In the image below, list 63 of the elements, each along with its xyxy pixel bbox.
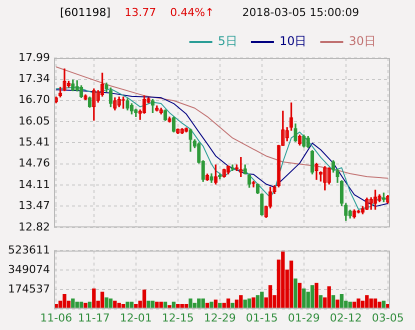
bar <box>252 297 256 309</box>
bar <box>382 300 386 309</box>
legend-label: 30日 <box>348 34 376 48</box>
bar <box>126 302 130 309</box>
bar <box>365 295 369 309</box>
y-tick-label: 16.70 <box>18 93 50 106</box>
bar <box>340 294 344 309</box>
text: 13.77 <box>124 6 156 19</box>
y-tick-label: 17.99 <box>18 50 50 64</box>
bar <box>314 282 318 309</box>
y-tick-label: 13.47 <box>18 198 50 212</box>
bar <box>378 302 382 309</box>
bar <box>188 298 192 309</box>
y-tick-label: 14.76 <box>18 156 50 170</box>
bar <box>150 300 155 309</box>
x-tick-label: 01-15 <box>246 311 278 324</box>
y-tick-label: 16.05 <box>18 114 50 128</box>
bar <box>294 278 298 309</box>
bar <box>239 295 243 309</box>
bar <box>298 282 302 309</box>
text: 2018-03-05 15:00:09 <box>242 6 360 19</box>
bar <box>146 300 150 309</box>
y-tick-label: 14.11 <box>18 178 50 191</box>
bar <box>356 298 360 309</box>
bar <box>168 305 172 309</box>
y-tick-label: 174537 <box>8 282 50 296</box>
text: 0.44%↑ <box>170 6 214 19</box>
y-tick-label: 349074 <box>8 262 50 276</box>
x-tick-label: 11-17 <box>78 311 110 324</box>
bar <box>268 285 272 309</box>
y-tick-label: 17.34 <box>18 72 50 86</box>
bar <box>327 286 331 309</box>
y-tick-label: 12.82 <box>18 220 50 234</box>
x-tick-label: 12-01 <box>120 311 152 324</box>
bar <box>336 300 340 309</box>
bar <box>92 288 96 309</box>
legend-label: 10日 <box>279 34 307 48</box>
bar <box>100 292 104 309</box>
chart-title: [601198] <box>60 6 111 19</box>
bar <box>113 300 117 309</box>
x-tick-label: 12-15 <box>162 311 194 324</box>
bar <box>318 295 323 309</box>
legend-label: 5日 <box>218 34 238 48</box>
bar <box>142 290 146 309</box>
bar <box>84 302 88 309</box>
bar <box>210 302 214 309</box>
bar <box>260 292 264 309</box>
x-tick-label: 01-29 <box>288 311 320 324</box>
bar <box>289 260 294 309</box>
bar <box>62 294 66 309</box>
bar <box>230 302 234 309</box>
x-tick-label: 12-29 <box>204 311 236 324</box>
bar <box>104 297 108 309</box>
bar <box>302 288 306 309</box>
y-tick-label: 523611 <box>8 243 50 256</box>
x-tick-label: 02-12 <box>330 311 362 324</box>
bar <box>310 285 314 309</box>
bar <box>331 295 336 309</box>
x-tick-label: 03-05 <box>372 311 404 324</box>
x-tick-label: 11-06 <box>40 311 72 324</box>
y-tick-label: 15.41 <box>18 135 50 148</box>
bar <box>256 295 260 309</box>
bar <box>281 250 285 309</box>
